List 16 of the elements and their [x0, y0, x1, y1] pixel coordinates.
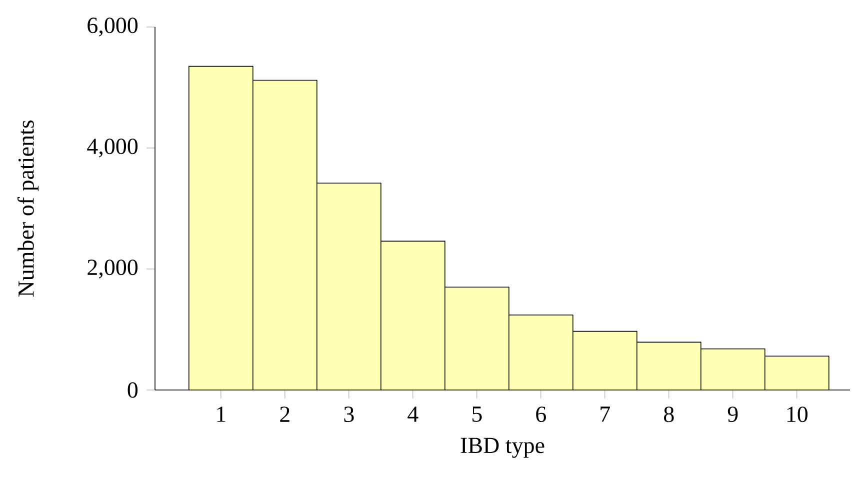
x-tick-label: 1: [217, 406, 226, 422]
y-tick-label: 4,000: [87, 138, 138, 158]
y-axis-title: Number of patients: [17, 120, 39, 297]
x-tick-label: 6: [536, 406, 546, 422]
x-tick-label: 9: [728, 406, 738, 422]
x-tick-label: 8: [664, 406, 674, 422]
x-tick-label: 3: [344, 406, 354, 422]
x-tick-label: 5: [472, 406, 482, 422]
x-tick-label: 7: [600, 406, 610, 422]
x-tick-label: 2: [280, 406, 290, 422]
x-axis-title: IBD type: [460, 438, 544, 458]
x-tick-label: 10: [787, 406, 808, 422]
y-tick-label: 6,000: [88, 18, 138, 36]
x-tick-label: 4: [408, 406, 418, 422]
y-tick-label: 2,000: [88, 260, 138, 278]
y-tick-label: 0: [128, 382, 138, 398]
